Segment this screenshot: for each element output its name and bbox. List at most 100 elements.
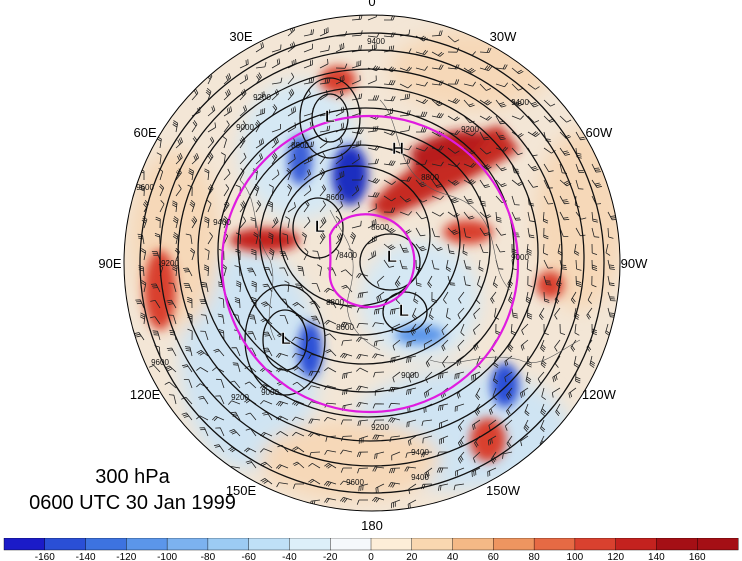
wind-barb <box>415 243 427 252</box>
wind-barb <box>342 387 353 396</box>
contour-label: 9000 <box>401 371 419 380</box>
wind-barb <box>319 77 331 85</box>
wind-barb <box>399 211 413 216</box>
wind-barb <box>424 467 433 479</box>
wind-barb <box>447 79 460 85</box>
wind-barb <box>490 291 497 304</box>
wind-barb <box>527 275 533 288</box>
wind-barb <box>340 419 353 425</box>
contour-label: 9600 <box>151 358 169 367</box>
wind-barb <box>341 284 353 293</box>
wind-barb <box>383 227 396 234</box>
wind-barb <box>373 371 385 378</box>
wind-barb <box>543 243 549 256</box>
wind-barb <box>335 201 343 213</box>
wind-barb <box>255 61 267 69</box>
wind-barb <box>287 72 295 85</box>
wind-barb <box>276 482 289 488</box>
wind-barb <box>458 291 465 304</box>
wind-barb <box>527 211 535 223</box>
wind-barb <box>150 283 161 293</box>
wind-barb <box>367 75 377 85</box>
wind-barb <box>287 41 296 53</box>
wind-barb <box>207 152 214 165</box>
wind-barb <box>292 446 305 453</box>
wind-barb <box>351 140 362 149</box>
wind-barb <box>150 316 161 325</box>
wind-barb <box>253 232 259 245</box>
wind-barb <box>540 419 546 432</box>
wind-barb <box>456 355 465 367</box>
wind-barb <box>570 291 577 304</box>
longitude-label: 90W <box>621 256 648 271</box>
wind-barb <box>255 42 264 53</box>
wind-barb <box>339 480 353 486</box>
wind-barb <box>151 251 161 261</box>
wind-barb <box>438 403 449 411</box>
wind-barb <box>447 275 456 286</box>
wind-barb <box>175 184 182 197</box>
wind-barb <box>267 200 273 213</box>
wind-barb <box>479 131 490 141</box>
colorbar-box <box>207 538 250 551</box>
wind-barb <box>372 353 385 359</box>
wind-barb <box>525 371 532 384</box>
wind-barb <box>376 275 385 287</box>
wind-barb <box>351 60 362 69</box>
wind-barb <box>350 232 356 245</box>
wind-barb <box>339 497 353 503</box>
wind-barb <box>295 283 305 293</box>
contour-line <box>197 86 539 418</box>
wind-barb <box>303 141 315 149</box>
wind-barb <box>207 232 213 245</box>
wind-barb <box>324 450 337 455</box>
wind-barb <box>251 280 257 293</box>
wind-barb <box>223 184 230 197</box>
colorbar-tick-label: 80 <box>529 552 541 561</box>
wind-barb <box>374 451 385 460</box>
wind-barb <box>137 233 145 245</box>
wind-barb <box>526 243 532 256</box>
wind-barb <box>488 403 497 415</box>
wind-barb <box>457 307 465 320</box>
wind-barb <box>287 202 296 213</box>
wind-barb <box>431 259 440 270</box>
wind-barb <box>152 330 161 341</box>
height-contours <box>139 32 605 494</box>
wind-barb <box>591 259 598 271</box>
wind-barb <box>301 232 307 245</box>
wind-barb <box>410 323 417 336</box>
wind-barb <box>191 216 198 229</box>
wind-barb <box>493 371 499 385</box>
wind-barb <box>372 434 385 440</box>
wind-barb <box>367 219 377 229</box>
wind-barb <box>439 435 449 445</box>
wind-barb <box>439 419 449 429</box>
wind-barb <box>477 275 482 289</box>
longitude-label: 60E <box>134 125 157 140</box>
wind-barb <box>399 93 411 101</box>
wind-barb <box>415 49 429 55</box>
wind-barb <box>575 131 586 141</box>
contour-label: 9600 <box>346 478 364 487</box>
contour-line <box>139 32 605 494</box>
wind-barb <box>479 179 490 188</box>
wind-barb <box>323 480 337 487</box>
wind-barb <box>253 183 260 197</box>
wind-barb <box>164 365 177 373</box>
colorbar-box <box>574 538 617 551</box>
wind-barb <box>506 403 513 416</box>
wind-barb <box>495 243 506 253</box>
wind-barb <box>408 371 417 383</box>
wind-barb <box>504 355 513 367</box>
contour-line <box>279 165 431 307</box>
wind-barb <box>424 323 433 335</box>
wind-barb <box>543 195 554 205</box>
contour-label: 9600 <box>136 183 154 192</box>
wind-barb <box>431 211 444 217</box>
wind-barb <box>187 328 193 341</box>
wind-barb <box>495 179 507 188</box>
wind-barb <box>239 200 246 213</box>
wind-barb <box>383 259 395 268</box>
colorbar-box <box>126 538 168 551</box>
